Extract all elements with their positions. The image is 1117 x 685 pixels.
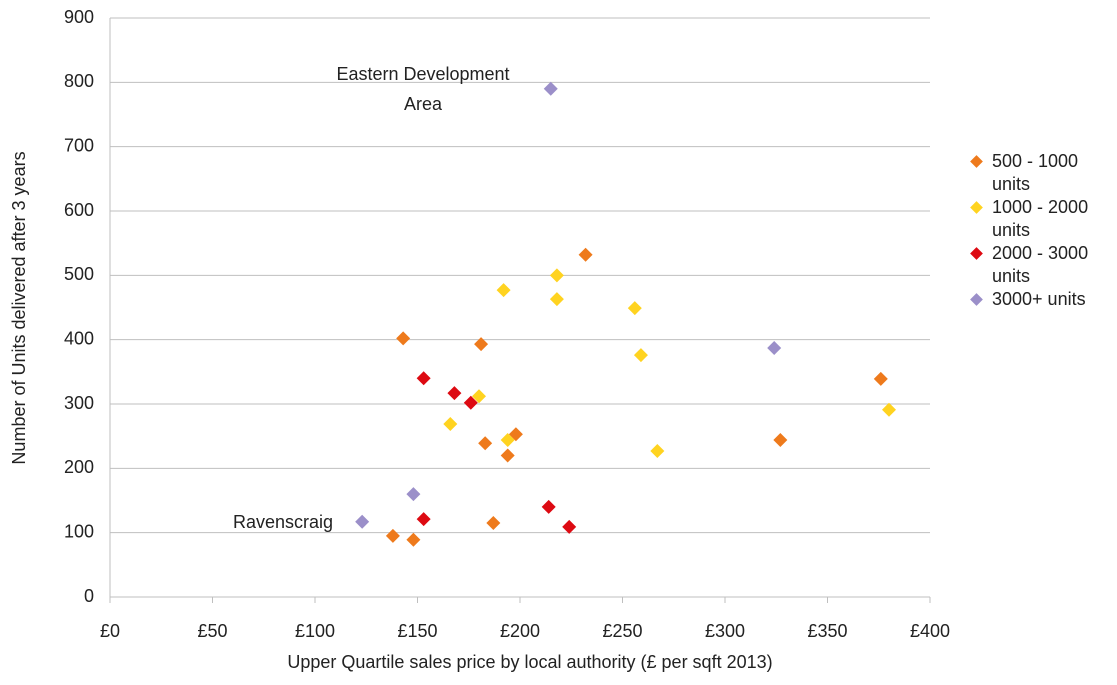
point (474, 337, 489, 352)
legend-item: 2000 - 3000 units (968, 242, 1113, 288)
legend-label: 2000 - 3000 units (992, 243, 1089, 286)
legend: 500 - 1000 units 1000 - 2000 units 2000 - … (968, 150, 1113, 334)
point (447, 386, 462, 401)
legend-swatch (970, 247, 983, 260)
y-tick-label: 600 (64, 200, 94, 220)
y-tick-label: 0 (84, 586, 94, 606)
y-tick-label: 800 (64, 71, 94, 91)
legend-item: 3000+ units (968, 288, 1113, 334)
point (472, 389, 486, 404)
point (873, 371, 888, 386)
y-tick-label: 700 (64, 135, 94, 155)
x-tick-label: £300 (705, 621, 745, 641)
point (549, 292, 564, 307)
x-tick-label: £0 (100, 621, 120, 641)
legend-swatch (970, 293, 983, 306)
x-tick-label: £350 (807, 621, 847, 641)
x-tick-label: £200 (500, 621, 540, 641)
legend-swatch (970, 155, 983, 168)
y-tick-label: 500 (64, 264, 94, 284)
point (443, 416, 458, 431)
y-tick-label: 300 (64, 393, 94, 413)
point (549, 268, 564, 283)
x-tick-label: £250 (602, 621, 642, 641)
y-tick-label: 400 (64, 328, 94, 348)
legend-item: 500 - 1000 units (968, 150, 1113, 196)
point (543, 81, 558, 96)
point (416, 512, 431, 527)
point (396, 331, 411, 346)
point (633, 348, 648, 363)
point (355, 514, 370, 529)
annotation: Area (404, 94, 443, 114)
point (773, 433, 788, 448)
legend-label: 3000+ units (992, 289, 1086, 309)
point (500, 448, 515, 463)
y-tick-label: 200 (64, 457, 94, 477)
point (578, 247, 593, 262)
x-tick-label: £50 (197, 621, 227, 641)
legend-swatch (970, 201, 983, 214)
legend-label: 1000 - 2000 units (992, 197, 1089, 240)
y-tick-label: 100 (64, 521, 94, 541)
point (406, 487, 421, 502)
point (650, 443, 665, 458)
point (478, 436, 493, 451)
y-tick-label: 900 (64, 7, 94, 27)
point (767, 341, 782, 356)
point (562, 519, 577, 534)
x-tick-label: £400 (910, 621, 950, 641)
annotation: Ravenscraig (233, 512, 333, 532)
point (882, 402, 896, 417)
x-tick-label: £100 (295, 621, 335, 641)
x-axis-title: Upper Quartile sales price by local auth… (287, 652, 772, 672)
point (416, 371, 431, 386)
y-axis-title: Number of Units delivered after 3 years (9, 151, 29, 464)
point (541, 499, 556, 514)
legend-item: 1000 - 2000 units (968, 196, 1113, 242)
point (406, 532, 421, 547)
point (486, 516, 501, 531)
point (496, 283, 511, 298)
point (463, 395, 478, 410)
annotation: Eastern Development (336, 64, 509, 84)
legend-label: 500 - 1000 units (992, 151, 1079, 194)
point (385, 528, 400, 543)
x-tick-label: £150 (397, 621, 437, 641)
point (627, 301, 642, 316)
point (500, 433, 515, 448)
